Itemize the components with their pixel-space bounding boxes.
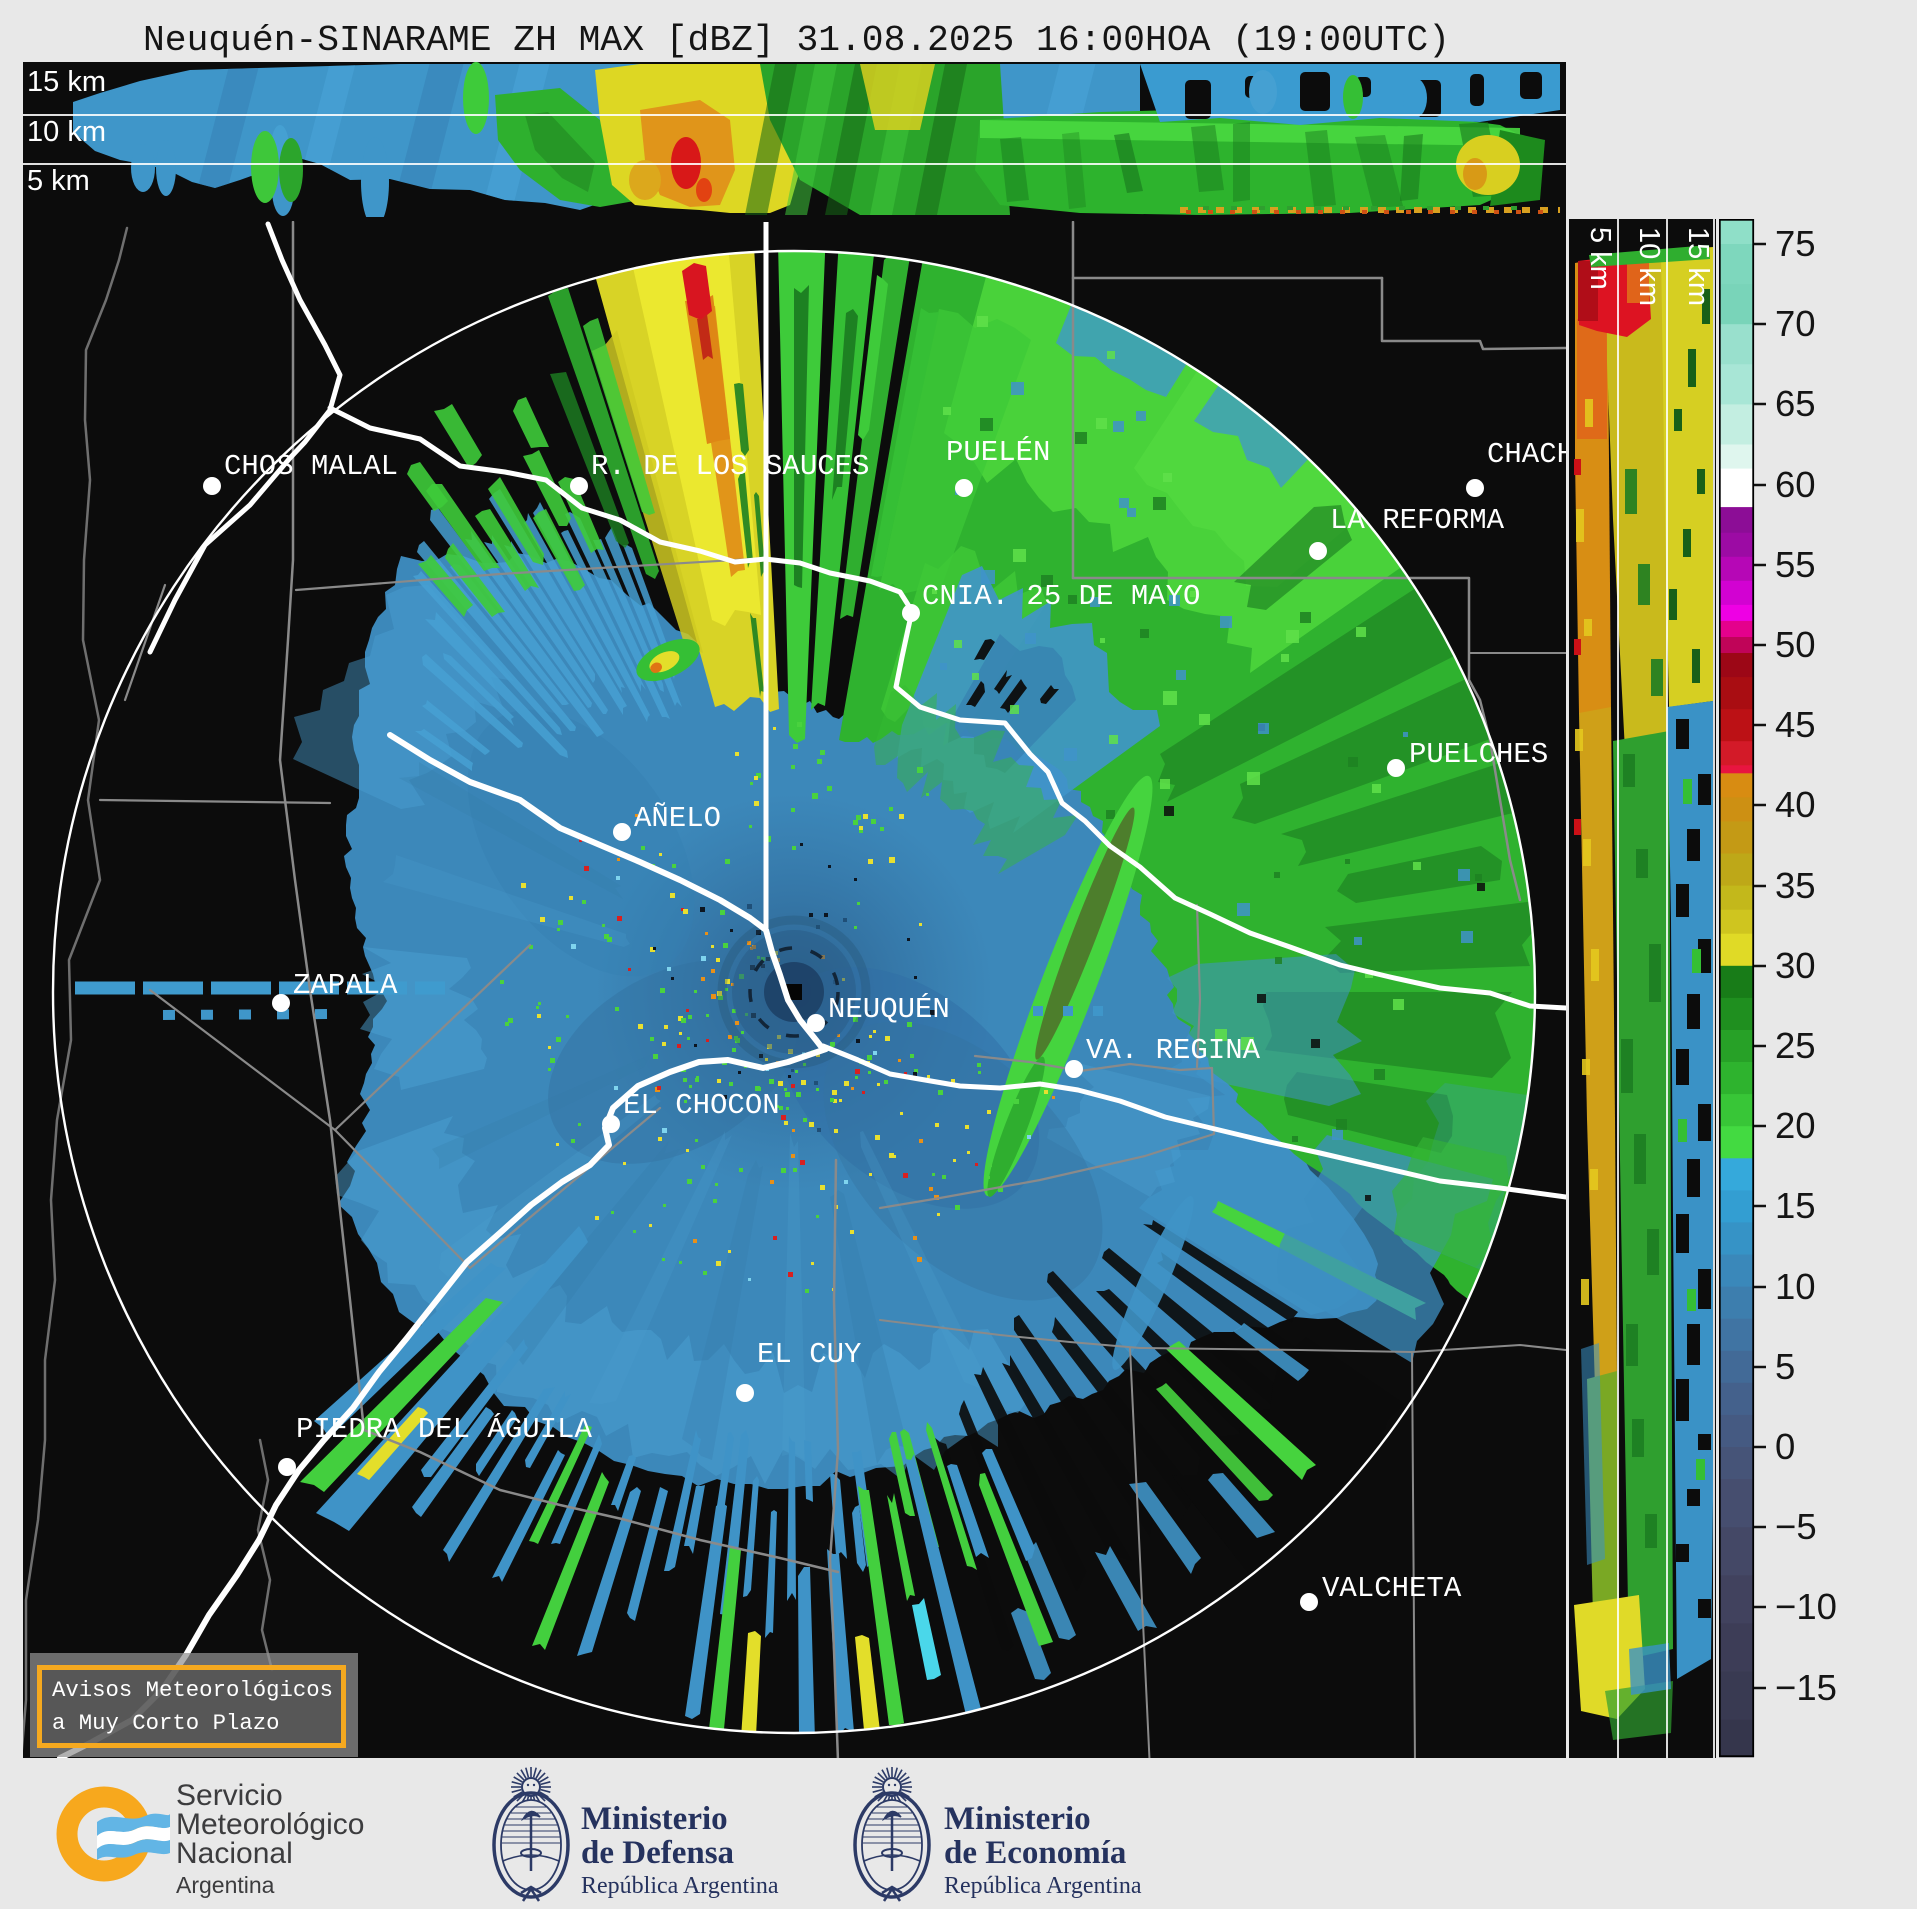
svg-text:30: 30 [1775,945,1816,986]
svg-text:AÑELO: AÑELO [634,801,721,835]
svg-text:PUELCHES: PUELCHES [1409,738,1548,771]
svg-text:−15: −15 [1775,1667,1837,1708]
svg-text:LA REFORMA: LA REFORMA [1330,504,1505,537]
svg-text:55: 55 [1775,544,1816,585]
svg-text:EL CHOCON: EL CHOCON [623,1089,780,1122]
svg-text:PIEDRA DEL ÁGUILA: PIEDRA DEL ÁGUILA [296,1412,592,1446]
svg-text:45: 45 [1775,704,1816,745]
svg-text:5 km: 5 km [27,165,90,197]
svg-text:10: 10 [1775,1266,1816,1307]
svg-text:−10: −10 [1775,1586,1837,1627]
svg-text:5: 5 [1775,1346,1795,1387]
svg-text:35: 35 [1775,865,1816,906]
svg-text:5 km: 5 km [1584,227,1616,290]
svg-text:10 km: 10 km [1633,227,1665,306]
svg-text:50: 50 [1775,624,1816,665]
svg-text:VALCHETA: VALCHETA [1322,1572,1462,1605]
svg-text:65: 65 [1775,383,1816,424]
svg-text:20: 20 [1775,1105,1816,1146]
svg-text:0: 0 [1775,1426,1795,1467]
svg-text:15: 15 [1775,1185,1816,1226]
svg-text:40: 40 [1775,784,1816,825]
svg-text:25: 25 [1775,1025,1816,1066]
svg-text:CHACHARRAMENDI: CHACHARRAMENDI [1487,438,1566,471]
svg-text:15 km: 15 km [27,66,106,98]
svg-text:CNIA. 25 DE MAYO: CNIA. 25 DE MAYO [922,580,1200,613]
svg-text:NEUQUÉN: NEUQUÉN [828,992,950,1026]
svg-text:15 km: 15 km [1682,227,1714,306]
svg-text:VA. REGINA: VA. REGINA [1086,1034,1261,1067]
svg-text:R. DE LOS SAUCES: R. DE LOS SAUCES [591,450,869,483]
svg-text:CHOS MALAL: CHOS MALAL [224,450,398,483]
svg-text:75: 75 [1775,223,1816,264]
svg-text:10 km: 10 km [27,116,106,148]
svg-text:70: 70 [1775,303,1816,344]
svg-text:60: 60 [1775,464,1816,505]
svg-text:EL CUY: EL CUY [757,1338,861,1371]
svg-text:−5: −5 [1775,1506,1817,1547]
svg-text:PUELÉN: PUELÉN [946,435,1050,469]
svg-text:ZAPALA: ZAPALA [293,969,398,1002]
